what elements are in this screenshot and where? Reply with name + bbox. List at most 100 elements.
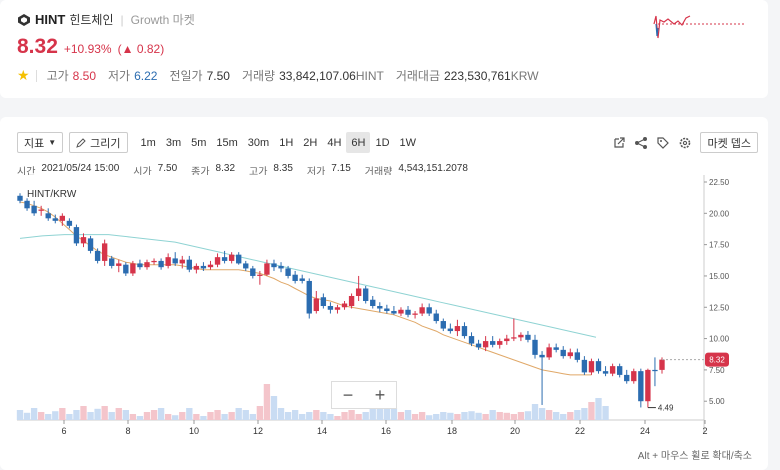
volume-bar: [299, 414, 306, 420]
candle-body: [482, 341, 489, 348]
volume-bar: [207, 412, 214, 420]
market-depth-button[interactable]: 마켓 뎁스: [700, 132, 758, 153]
ohlc-high-value: 8.35: [273, 163, 293, 174]
candle-body: [645, 369, 651, 402]
interval-tab-3m[interactable]: 3m: [165, 136, 182, 149]
chart-tools: 마켓 뎁스: [612, 132, 758, 153]
x-tick-label: 22: [575, 426, 585, 436]
interval-tab-2H[interactable]: 2H: [303, 136, 318, 149]
candle-body: [80, 237, 87, 244]
volume-bar: [313, 410, 320, 420]
candle-body: [292, 274, 298, 281]
chart-toolbar: 지표 ▼ 그리기 1m 3m 5m 15m 30m 1H 2H 4H 6H 1D 1W: [17, 132, 421, 153]
candle-body: [377, 306, 383, 309]
tag-icon[interactable]: [656, 136, 670, 150]
candle-body: [560, 349, 566, 357]
volume-bar: [306, 412, 313, 420]
share-icon[interactable]: [634, 136, 648, 150]
candle-body: [59, 215, 66, 221]
close-value: 8.32: [215, 163, 236, 174]
volume-bar: [341, 412, 348, 420]
candle-body: [214, 257, 221, 265]
high-label: 고가: [46, 69, 69, 83]
market-label: Growth 마켓: [130, 13, 195, 27]
candle-body: [355, 288, 362, 296]
y-tick-label: 20.00: [709, 209, 730, 218]
volume-bar: [355, 414, 362, 420]
volume-bar: [16, 410, 24, 420]
zoom-out-button[interactable]: −: [342, 384, 354, 405]
gear-icon[interactable]: [678, 136, 692, 150]
volume-bar: [411, 414, 419, 420]
candle-body: [137, 263, 143, 268]
plot-area: [17, 175, 704, 420]
candle-body: [31, 205, 37, 214]
zoom-in-button[interactable]: +: [374, 384, 386, 405]
volume-bar: [588, 402, 595, 420]
mini-sparkline: [653, 15, 746, 39]
candle-body: [398, 309, 404, 314]
volume-bar: [94, 408, 101, 420]
volume-bar: [320, 412, 327, 420]
candle-body: [475, 343, 482, 348]
candle-body: [609, 366, 616, 374]
candle-body: [624, 374, 630, 382]
candle-body: [271, 263, 277, 268]
stats-row: ★ 고가 8.50 저가 6.22 전일가 7.50 거래량 33,842,10…: [17, 67, 551, 84]
volume-bar: [52, 411, 59, 420]
favorite-star-icon[interactable]: ★: [17, 67, 30, 83]
volume-bar: [369, 408, 376, 420]
open-value: 7.50: [157, 163, 178, 174]
candle-body: [391, 311, 397, 314]
interval-tab-1D[interactable]: 1D: [375, 136, 390, 149]
interval-tab-5m[interactable]: 5m: [191, 136, 207, 149]
ohlc-low-value: 7.15: [331, 163, 351, 174]
indicator-button[interactable]: 지표 ▼: [17, 132, 64, 153]
candle-body: [66, 220, 73, 226]
volume-bar: [235, 408, 242, 420]
interval-tabs: 1m 3m 5m 15m 30m 1H 2H 4H 6H 1D 1W: [136, 132, 421, 153]
ohlc-volume-value: 4,543,151.2078: [398, 163, 468, 174]
candle-body: [348, 295, 355, 307]
interval-tab-4H[interactable]: 4H: [327, 136, 342, 149]
volume-bar: [567, 412, 574, 420]
volume-bar: [228, 412, 235, 420]
volume-bar: [200, 416, 207, 420]
interval-tab-6H[interactable]: 6H: [346, 132, 371, 153]
volume-bar: [538, 408, 546, 420]
interval-tab-30m[interactable]: 30m: [247, 136, 270, 149]
interval-tab-1H[interactable]: 1H: [279, 136, 294, 149]
volume-bar: [517, 412, 525, 420]
volume-bar: [221, 414, 228, 420]
candle-body: [490, 341, 496, 345]
time-label: 시간: [17, 167, 36, 178]
x-tick-label: 10: [189, 426, 199, 436]
candle-body: [440, 321, 446, 329]
candle-body: [631, 371, 637, 382]
volume-bar: [80, 406, 87, 420]
interval-tab-1W[interactable]: 1W: [399, 136, 417, 149]
price-chart[interactable]: 22.50 20.00 17.50 15.00 12.50 10.00 7.50 5.00 6 8…: [0, 175, 768, 470]
volume-bar: [59, 408, 66, 420]
volume-bar: [383, 400, 391, 420]
volume-bar: [545, 410, 553, 420]
y-tick-label: 15.00: [709, 272, 730, 281]
candle-body: [207, 264, 214, 268]
up-triangle-icon: ▲: [121, 42, 134, 56]
candle-body: [144, 262, 150, 268]
current-price-label: 8.32: [709, 356, 725, 365]
x-tick-label: 2: [702, 426, 707, 436]
volume-bar: [553, 412, 560, 420]
volume-bar: [249, 414, 256, 420]
ohlc-low-label: 저가: [306, 167, 326, 178]
time-value: 2021/05/24 15:00: [41, 163, 120, 174]
draw-label: 그리기: [90, 137, 121, 150]
candle-body: [574, 352, 581, 360]
volume-bar: [348, 410, 355, 420]
popout-icon[interactable]: [612, 136, 626, 150]
interval-tab-15m[interactable]: 15m: [216, 136, 238, 149]
interval-tab-1m[interactable]: 1m: [140, 136, 156, 149]
coin-header: HINT 힌트체인 | Growth 마켓: [17, 11, 195, 28]
draw-button[interactable]: 그리기: [69, 132, 128, 153]
candle-body: [116, 263, 122, 266]
